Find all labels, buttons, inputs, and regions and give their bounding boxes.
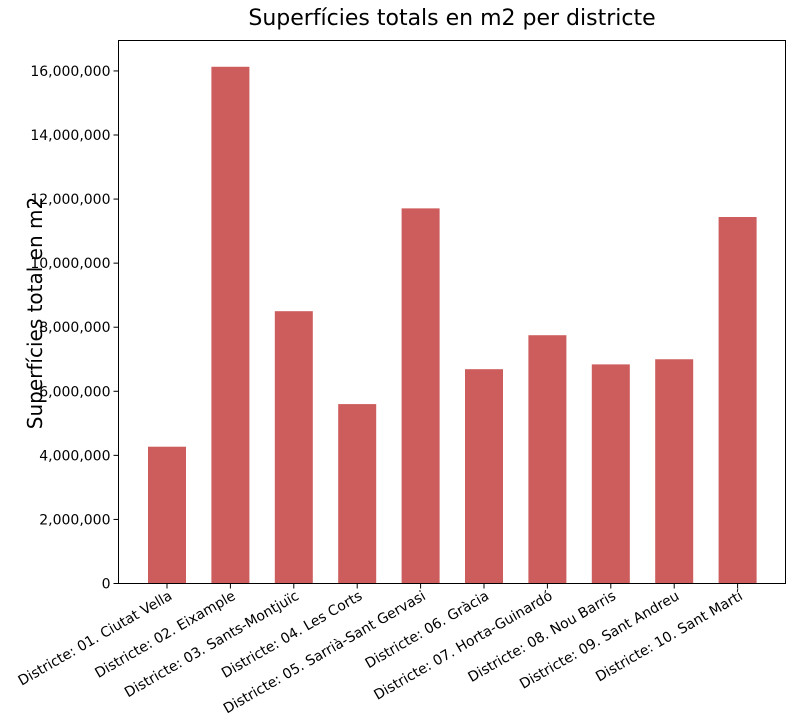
y-tick-label: 16,000,000: [30, 64, 110, 80]
bar-2: [211, 66, 250, 584]
bar-9: [655, 359, 694, 584]
bar-3: [274, 311, 313, 584]
y-tick-label: 6,000,000: [39, 384, 110, 400]
bar-6: [465, 369, 503, 584]
y-tick-label: 10,000,000: [30, 256, 110, 272]
y-tick-label: 4,000,000: [39, 448, 110, 464]
y-tick-label: 8,000,000: [39, 320, 110, 336]
chart-title: Superfícies totals en m2 per districte: [248, 6, 655, 31]
y-tick-label: 2,000,000: [39, 512, 110, 528]
bar-4: [338, 404, 377, 584]
bar-8: [591, 364, 630, 584]
bar-10: [718, 217, 757, 584]
bar-1: [148, 446, 186, 584]
y-axis-ticks: 0 2,000,000 4,000,000 6,000,000 8,000,000 10,…: [30, 64, 119, 593]
y-axis-label: Superfícies total en m2: [23, 197, 47, 429]
bars-group: [148, 66, 757, 584]
bar-5: [401, 208, 440, 584]
y-tick-label: 12,000,000: [30, 192, 110, 208]
plot-area-frame: [118, 40, 786, 584]
bar-7: [528, 335, 567, 584]
y-tick-label: 14,000,000: [30, 128, 110, 144]
y-tick-label: 0: [102, 577, 111, 593]
